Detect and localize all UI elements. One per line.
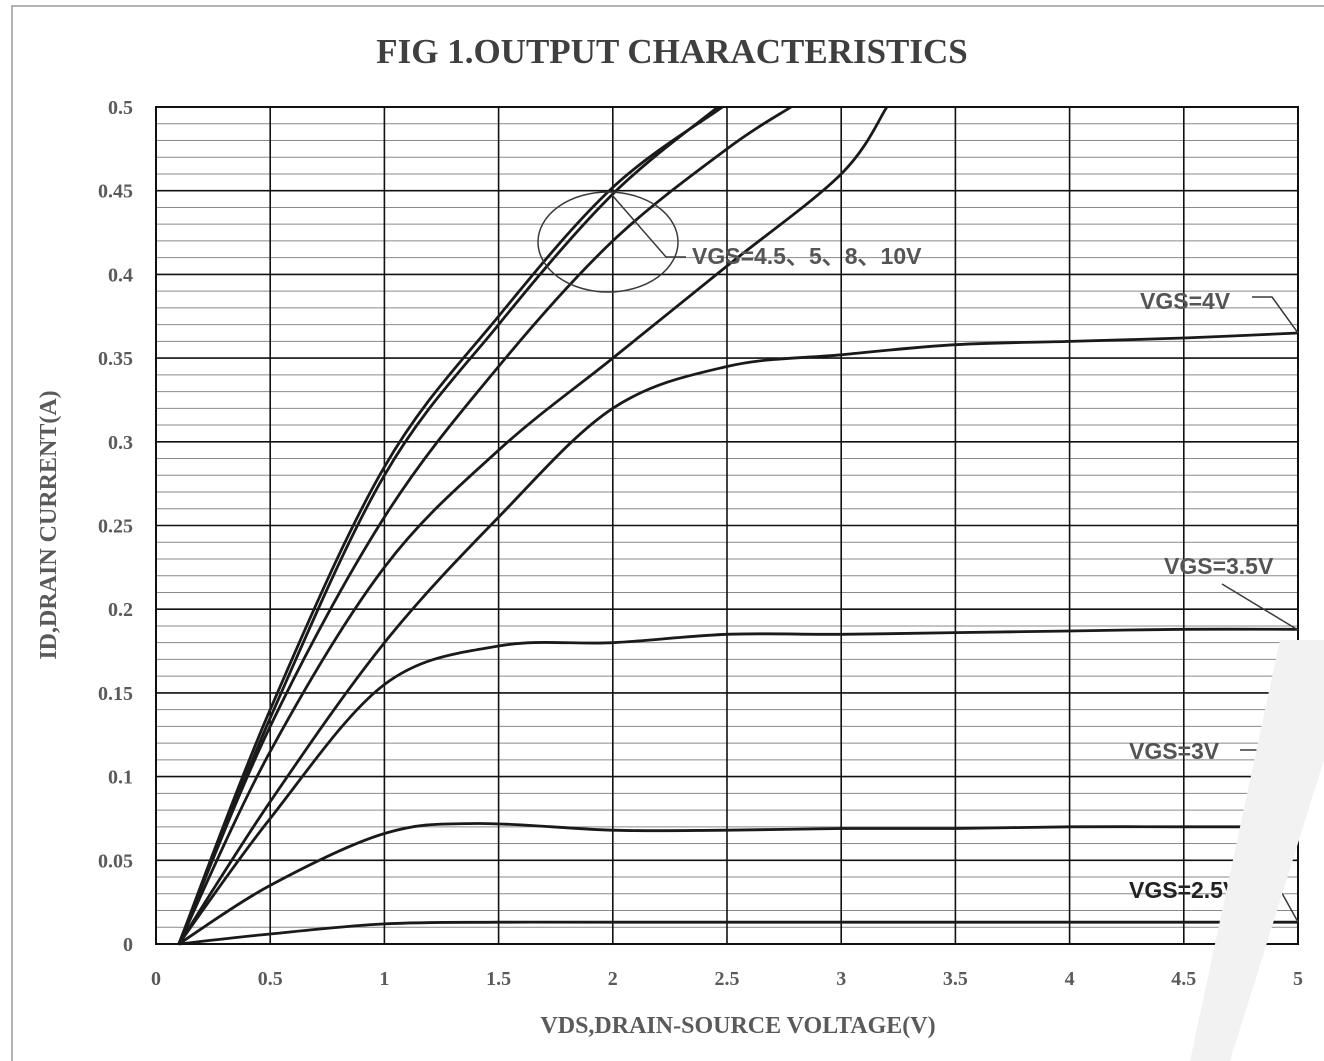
x-tick-label: 5 [1293,968,1303,990]
leader-group [611,194,686,258]
series-line-vgs3.5 [177,627,1299,945]
series-line-vgs5 [177,105,792,945]
y-tick-label: 0.4 [108,264,133,286]
y-tick-label: 0.5 [108,97,133,119]
vgs25-label: VGS=2.5V [1129,877,1239,903]
series-line-vgs3 [178,822,1298,946]
x-tick-label: 1.5 [486,968,511,990]
y-tick-label: 0.25 [98,516,133,538]
series-line-vgs10 [177,105,724,945]
x-tick-labels: 0 0.5 1 1.5 2 2.5 3 3.5 4 4.5 5 [151,968,1303,990]
callout-ellipse [537,191,679,293]
x-tick-label: 0.5 [258,968,283,990]
leader-vgs4 [1252,296,1299,334]
x-axis-label: VDS,DRAIN-SOURCE VOLTAGE(V) [540,1013,935,1039]
series-line-vgs4.5 [177,106,889,945]
y-tick-label: 0.35 [98,348,133,370]
y-tick-labels: 0 0.05 0.1 0.15 0.2 0.25 0.3 0.35 0.4 0.45 0.5 [98,97,133,956]
y-tick-label: 0 [123,934,133,956]
chart-title: FIG 1.OUTPUT CHARACTERISTICS [376,32,968,71]
y-tick-label: 0.3 [108,432,133,454]
y-tick-label: 0.2 [108,599,133,621]
vgs35-label: VGS=3.5V [1164,553,1274,579]
x-tick-label: 4.5 [1171,968,1196,990]
vgs3-label: VGS=3V [1129,738,1220,764]
major-gridlines [155,106,1299,945]
leader-vgs35 [1221,583,1299,631]
x-tick-label: 0 [151,968,161,990]
watermark-shape [1190,640,1324,1061]
x-tick-label: 3 [836,968,846,990]
curve-lines [155,105,1299,946]
y-tick-label: 0.05 [98,850,133,872]
x-tick-label: 4 [1065,968,1075,990]
x-tick-label: 3.5 [943,968,968,990]
series-line-vgs4 [177,331,1299,945]
vgs-group-label: VGS=4.5、5、8、10V [692,243,922,269]
plot-area-border [155,106,1299,945]
x-tick-label: 2.5 [715,968,740,990]
y-tick-label: 0.1 [108,767,133,789]
series-line-vgs8 [177,105,719,945]
vgs4-label: VGS=4V [1140,288,1231,314]
series-line-vgs2.5 [178,920,1298,946]
y-tick-label: 0.15 [98,683,133,705]
y-axis-label: ID,DRAIN CURRENT(A) [36,390,62,659]
figure-border [11,5,1324,1061]
y-tick-label: 0.45 [98,181,133,203]
x-tick-label: 2 [608,968,618,990]
x-tick-label: 1 [379,968,389,990]
